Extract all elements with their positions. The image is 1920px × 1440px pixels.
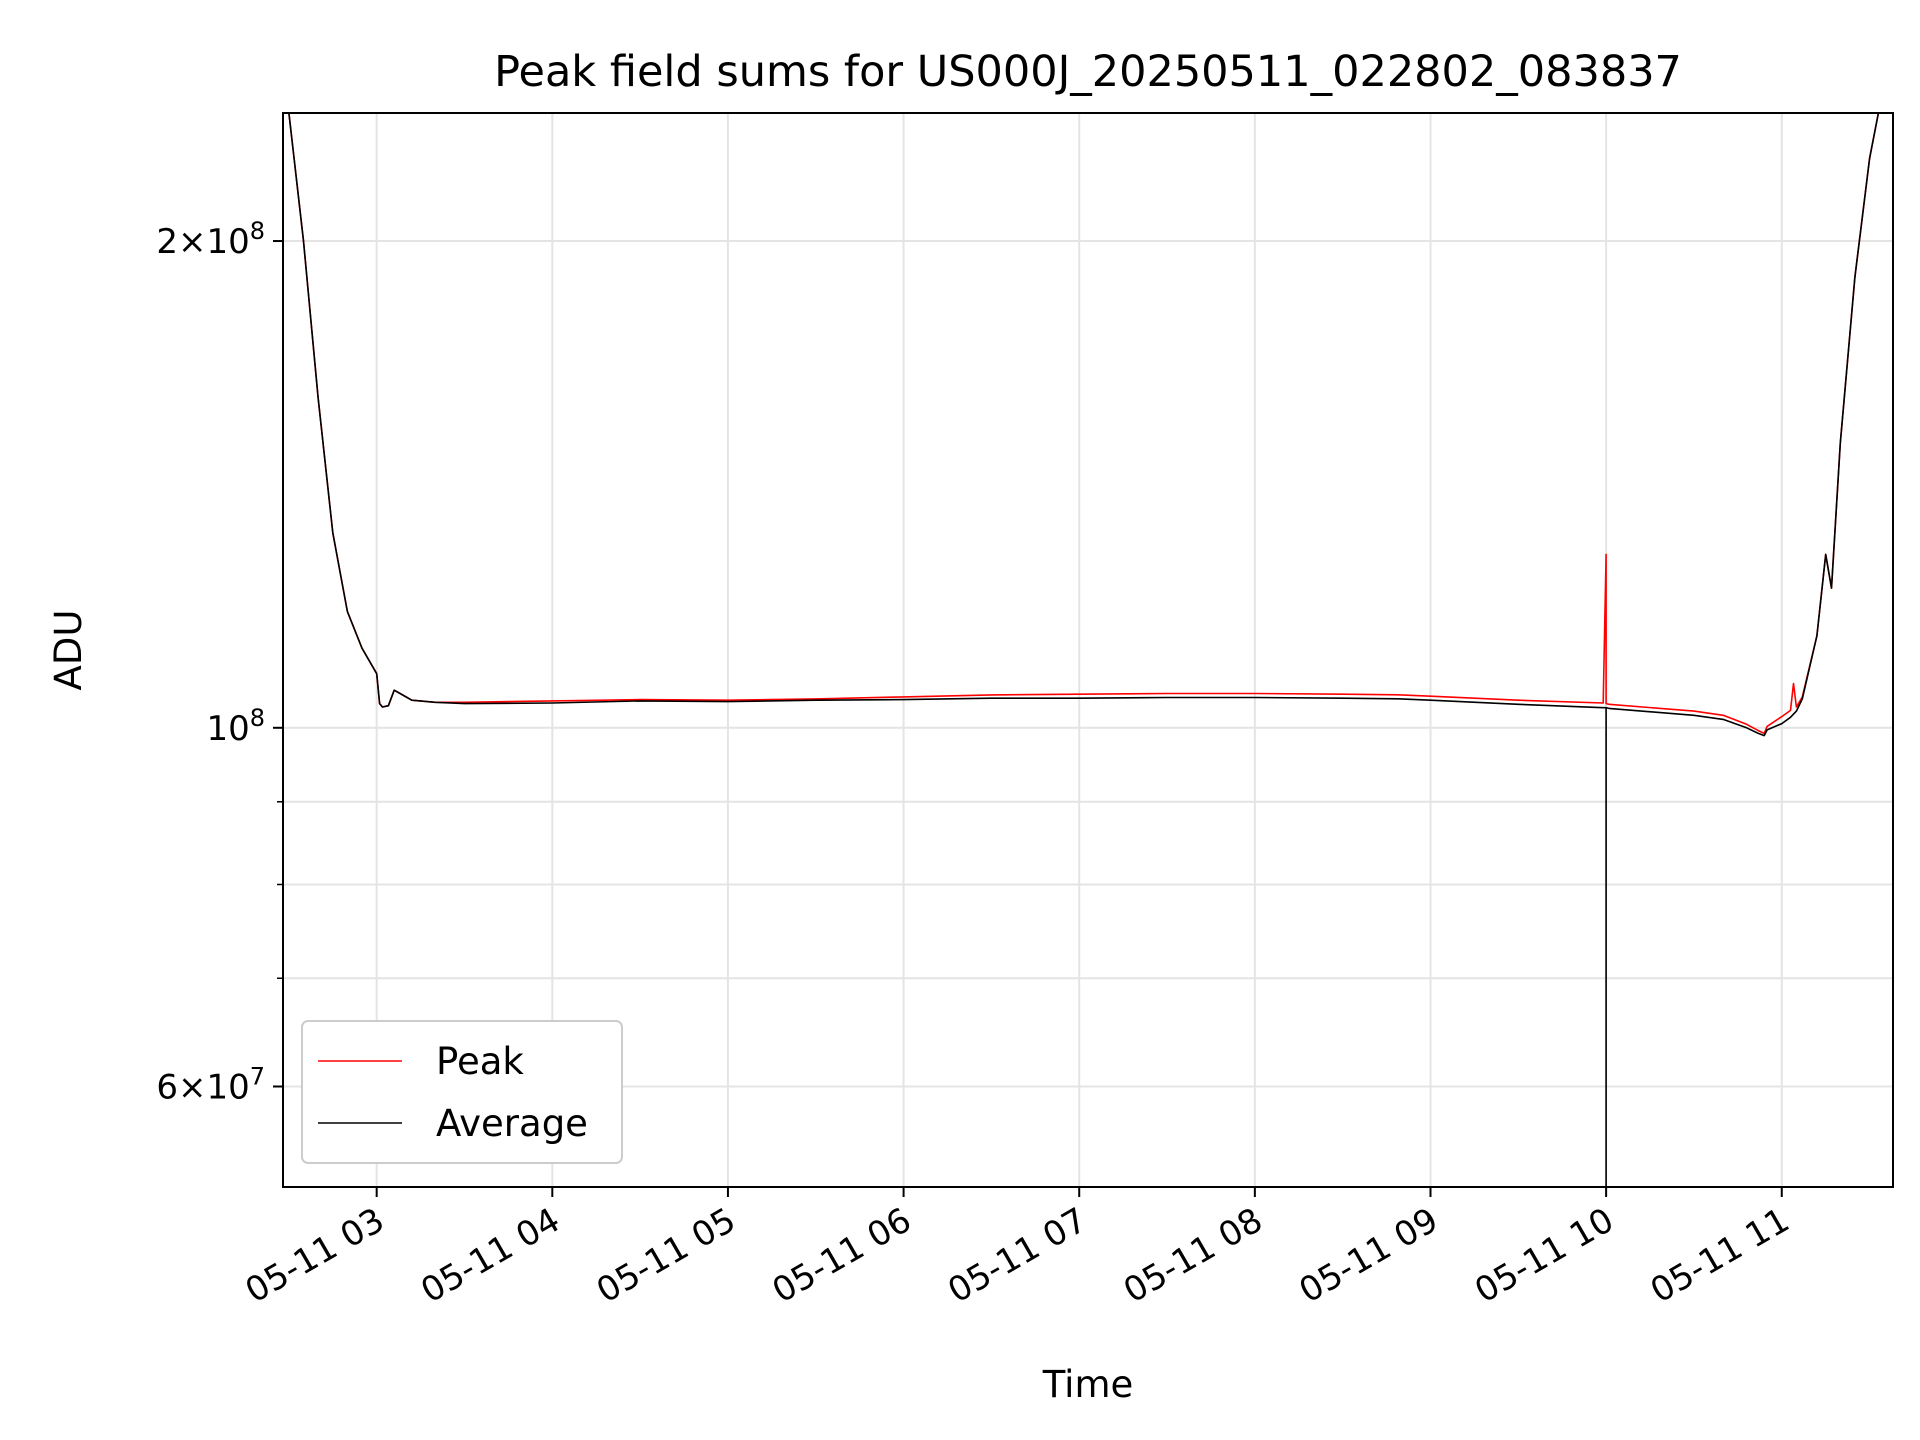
y-tick-label: 6×107 — [156, 1063, 265, 1108]
y-tick-base: 2 — [156, 222, 178, 262]
y-axis-label: ADU — [47, 610, 90, 691]
series-lines — [283, 113, 1893, 1187]
y-tick-exponent: 8 — [250, 704, 265, 732]
x-axis-label: Time — [1042, 1363, 1134, 1406]
y-tick-exponent: 8 — [250, 217, 265, 245]
chart-title: Peak field sums for US000J_20250511_0228… — [494, 47, 1682, 97]
y-tick-label: 108 — [206, 704, 265, 749]
legend-label-average: Average — [436, 1102, 588, 1145]
plot-frame — [282, 112, 1894, 1188]
y-tick-ten: 10 — [206, 1068, 249, 1108]
y-tick-times: × — [178, 222, 207, 262]
legend-label-peak: Peak — [436, 1040, 524, 1083]
y-tick-times: × — [178, 1068, 207, 1108]
grid — [283, 113, 1893, 1187]
series-line-average — [283, 113, 1893, 1187]
y-tick-base: 6 — [156, 1068, 178, 1108]
y-tick-exponent: 7 — [250, 1063, 265, 1091]
y-tick-ten: 10 — [206, 709, 249, 749]
legend: Peak Average — [301, 1020, 623, 1164]
y-tick-label: 2×108 — [156, 217, 265, 262]
legend-box — [301, 1020, 623, 1164]
y-tick-ten: 10 — [206, 222, 249, 262]
